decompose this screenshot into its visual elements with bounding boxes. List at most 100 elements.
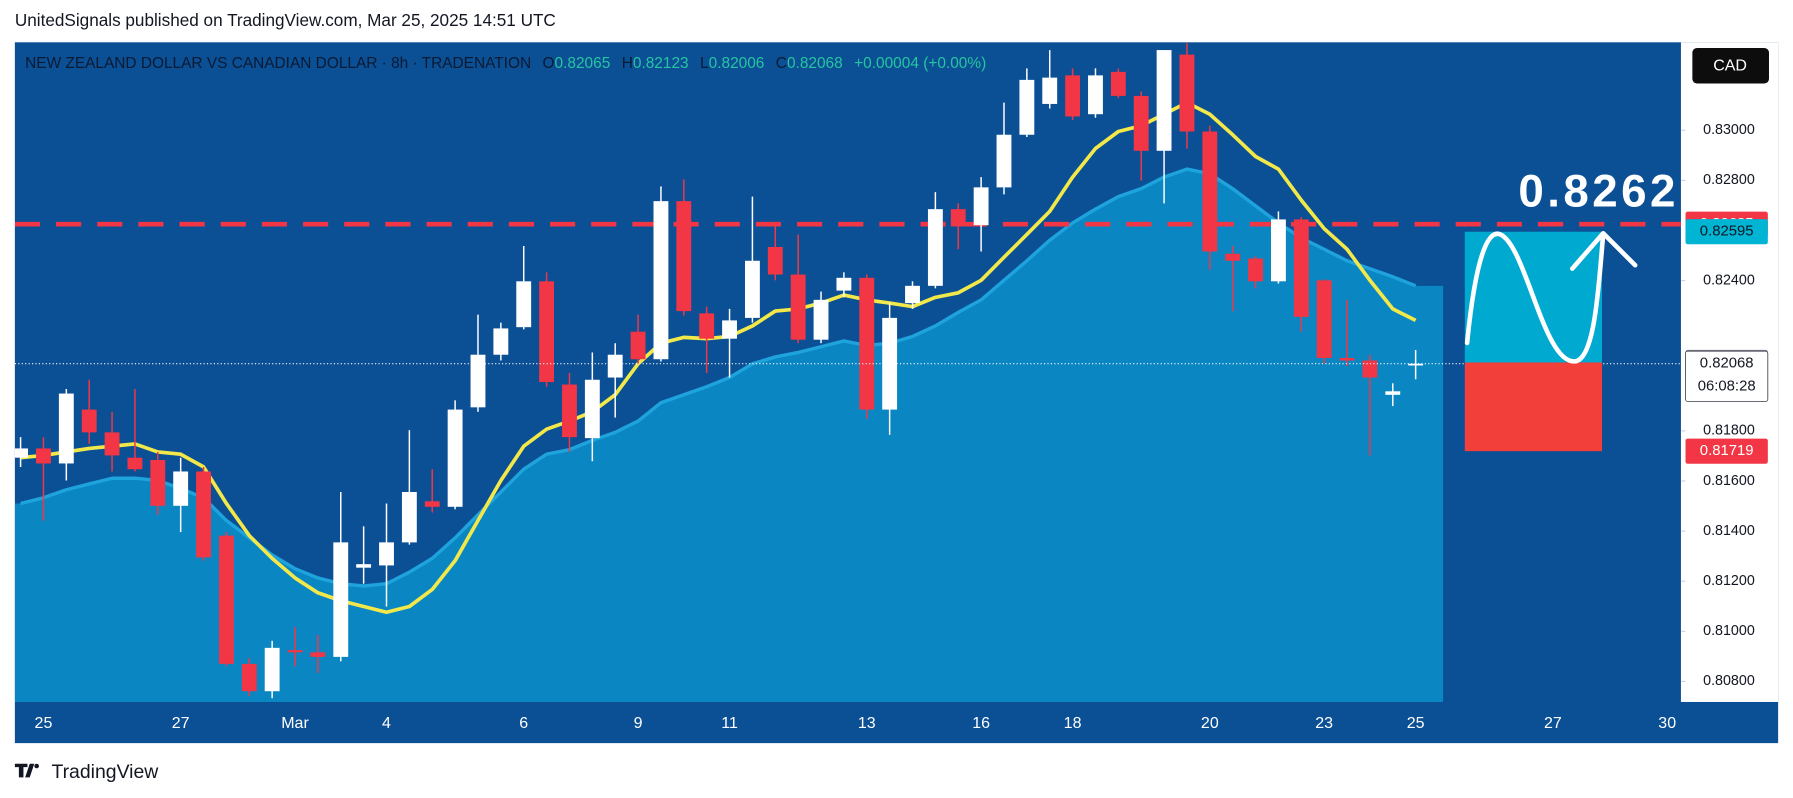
candle-body [470, 354, 486, 408]
y-tick-label: 0.81400 [1703, 523, 1755, 539]
candle-body [1202, 131, 1218, 252]
candle-body [218, 535, 234, 664]
candle-body [1042, 77, 1058, 104]
x-tick-label: 18 [1064, 715, 1082, 732]
legend-part: +0.00004 (+0.00%) [854, 55, 986, 72]
y-tick-label: 0.80800 [1703, 673, 1755, 689]
legend-part: H [622, 55, 633, 72]
candle-body [996, 134, 1012, 188]
candle-body [744, 260, 760, 318]
candle-body [173, 471, 189, 506]
candle-body [36, 448, 51, 464]
candle-body [813, 299, 829, 340]
candle-body [859, 277, 875, 410]
candle-body [905, 285, 920, 304]
candle-body [1110, 71, 1126, 96]
footer: TradingView [51, 761, 159, 783]
annotation: 0.8262 [1518, 165, 1678, 216]
price-label: 0.82068 [1700, 356, 1754, 372]
legend-part: 0.82065 [555, 55, 611, 72]
currency[interactable]: CAD [1713, 58, 1747, 75]
candle-body [241, 663, 257, 692]
candle-body [973, 187, 989, 226]
legend-part: C [776, 55, 787, 72]
candle-body [150, 459, 166, 506]
price-label: 0.82595 [1700, 224, 1754, 240]
y-tick-label: 0.82400 [1703, 272, 1755, 288]
y-tick-label: 0.81800 [1703, 423, 1755, 439]
x-tick-label: 13 [858, 715, 876, 732]
candle-body [767, 246, 783, 275]
candle-body [401, 492, 417, 543]
candle-body [493, 328, 509, 355]
legend-part: 0.82006 [709, 55, 765, 72]
tradingview-logo: TradingView [14, 761, 159, 783]
x-tick-label: 27 [1544, 715, 1562, 732]
candle-body [264, 647, 280, 692]
candle-body [1270, 219, 1286, 282]
candle-body [1019, 79, 1035, 135]
x-tick-label: 27 [172, 715, 190, 732]
currency-button[interactable] [1692, 48, 1769, 84]
candle-body [676, 201, 692, 312]
stop-zone [1464, 362, 1603, 452]
legend-part: 0.82068 [787, 55, 843, 72]
candle-body [1088, 75, 1103, 115]
x-tick-label: 20 [1201, 715, 1219, 732]
x-tick-label: 25 [35, 715, 53, 732]
candle-body [424, 501, 440, 507]
logo-icon [14, 763, 39, 778]
candle-body [1385, 391, 1401, 395]
candle-body [1362, 360, 1378, 378]
candle-body [356, 564, 372, 568]
candle-body [104, 432, 120, 456]
x-tick-label: 4 [382, 715, 391, 732]
candle-body [1156, 50, 1172, 151]
candle-body [310, 652, 326, 657]
candle-body [539, 281, 555, 383]
candle-body [58, 393, 74, 464]
x-tick-label: Mar [281, 715, 309, 732]
candle-body [1179, 54, 1195, 132]
candle-body [1316, 280, 1332, 358]
price-label-box [1685, 438, 1768, 464]
legend-part: 0.82123 [633, 55, 689, 72]
y-tick-label: 0.81600 [1703, 473, 1755, 489]
candle-body [14, 448, 29, 458]
candle-body [1225, 253, 1241, 261]
plot: 0.8262 0.80800 0.81000 0.81200 0.81400 0.8160… [14, 43, 1769, 732]
candle-body [927, 209, 943, 286]
candle-body [1133, 95, 1149, 151]
legend-part: O [543, 55, 555, 72]
x-tick-label: 9 [634, 715, 643, 732]
x-tick-label: 30 [1658, 715, 1676, 732]
candle-body [562, 384, 577, 438]
candle-body [607, 354, 623, 378]
price-label-box [1685, 219, 1768, 245]
candle-body [196, 471, 211, 558]
candle-body [1339, 357, 1355, 361]
candle-body [699, 313, 715, 339]
candle-body [1408, 363, 1424, 366]
legend-part: NEW ZEALAND DOLLAR VS CANADIAN DOLLAR · … [25, 55, 531, 72]
x-tick-label: 25 [1407, 715, 1425, 732]
candle-body [630, 331, 646, 360]
y-tick-label: 0.81000 [1703, 623, 1755, 639]
x-tick-label: 23 [1315, 715, 1333, 732]
y-tick-label: 0.83000 [1703, 122, 1755, 138]
candle-body [653, 201, 669, 360]
plot-area: 0.8262 [14, 43, 1681, 702]
legend-part: L [700, 55, 709, 72]
candle-body [516, 281, 532, 328]
candle-body [790, 274, 806, 340]
candle-body [1248, 258, 1263, 282]
countdown: 06:08:28 [1698, 379, 1756, 395]
x-tick-label: 16 [972, 715, 990, 732]
legend: NEW ZEALAND DOLLAR VS CANADIAN DOLLAR · … [25, 55, 986, 72]
ma-area [14, 169, 1444, 702]
x-tick-label: 11 [721, 715, 738, 732]
candle-body [584, 379, 600, 439]
x-tick-label: 6 [519, 715, 528, 732]
candle-body [836, 277, 852, 291]
